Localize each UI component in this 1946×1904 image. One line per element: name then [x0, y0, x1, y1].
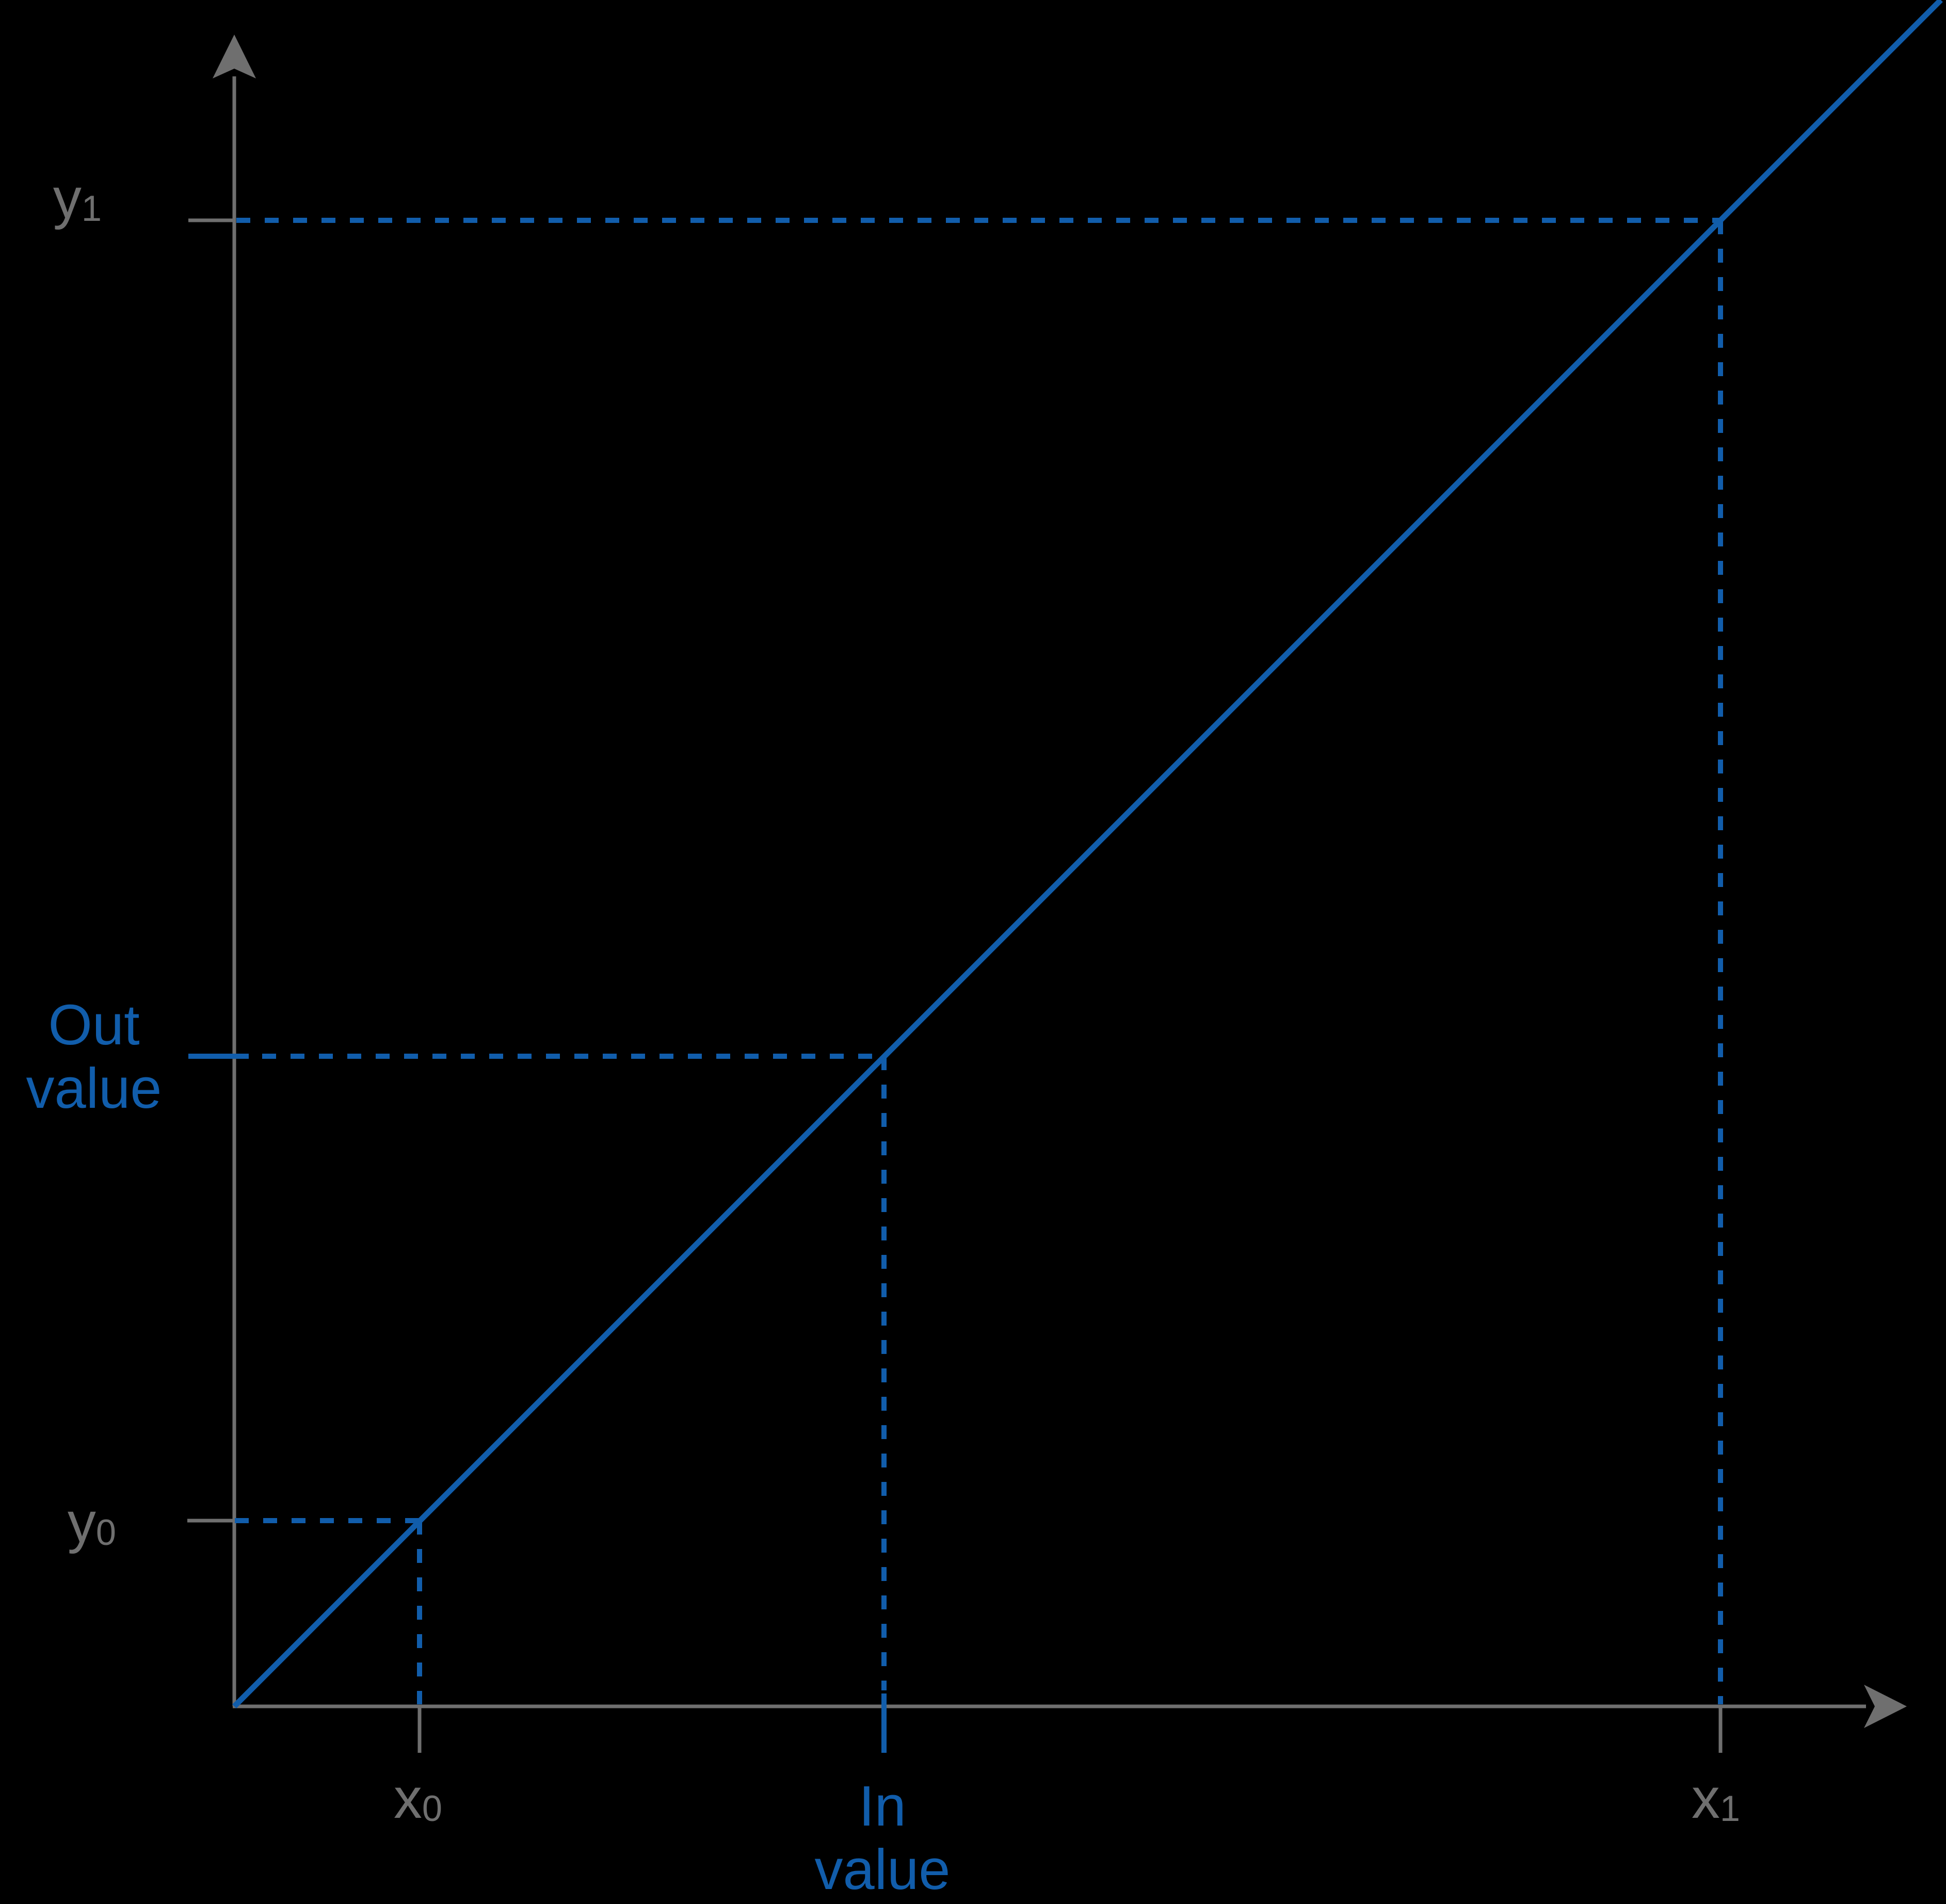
- y1-label-base: y: [53, 166, 82, 230]
- y-axis-arrowhead-icon: [213, 35, 256, 78]
- y0-label-subscript: 0: [95, 1512, 117, 1553]
- out-value-label-line1: Out: [48, 993, 140, 1057]
- x1-label: x1: [1692, 1767, 1740, 1840]
- in-value-label: In value: [815, 1774, 951, 1901]
- x1-label-subscript: 1: [1719, 1788, 1741, 1829]
- in-value-label-line2: value: [814, 1838, 951, 1901]
- out-value-label: Out value: [26, 993, 162, 1120]
- x0-label: x0: [394, 1767, 442, 1840]
- interpolation-line: [232, 0, 1943, 1708]
- out-value-label-line2: value: [26, 1057, 162, 1120]
- y0-label-base: y: [67, 1490, 96, 1554]
- x1-label-base: x: [1691, 1766, 1720, 1830]
- y1-label: y1: [53, 167, 102, 240]
- y0-label: y0: [68, 1491, 116, 1564]
- in-value-label-line1: In: [859, 1774, 906, 1838]
- y1-label-subscript: 1: [81, 188, 102, 229]
- x-axis-arrowhead-icon: [1864, 1685, 1907, 1728]
- x0-label-base: x: [393, 1766, 422, 1830]
- x0-label-subscript: 0: [422, 1788, 443, 1829]
